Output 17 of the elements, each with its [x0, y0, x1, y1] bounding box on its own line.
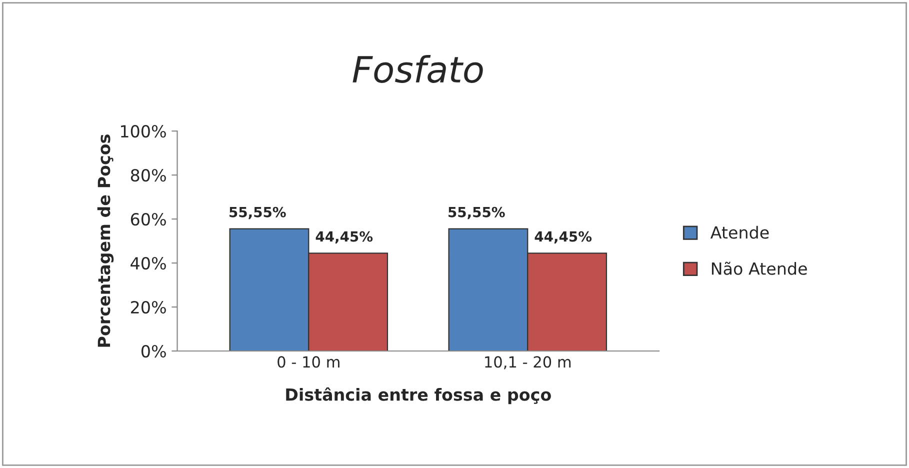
data-label: 55,55%	[448, 206, 505, 220]
data-label: 44,45%	[316, 231, 373, 244]
y-tick-label: 40%	[130, 256, 166, 270]
y-axis-title: Porcentagem de Poços	[97, 134, 114, 347]
y-tick-label: 0%	[141, 344, 166, 358]
legend-label: Não Atende	[712, 262, 807, 275]
x-tick-label: 10,1 - 20 m	[485, 356, 571, 370]
y-tick-label: 20%	[131, 300, 166, 314]
x-tick-label: 0 - 10 m	[278, 356, 340, 368]
x-axis-title: Distância entre fossa e poço	[286, 387, 551, 404]
chart-title: Fosfato	[352, 54, 483, 83]
y-tick-label: 80%	[130, 168, 166, 182]
data-label: 44,45%	[534, 231, 592, 244]
data-label: 55,55%	[230, 206, 286, 220]
y-tick-label: 60%	[130, 212, 166, 226]
legend-label: Atende	[710, 226, 769, 239]
y-tick-label: 100%	[121, 125, 166, 138]
